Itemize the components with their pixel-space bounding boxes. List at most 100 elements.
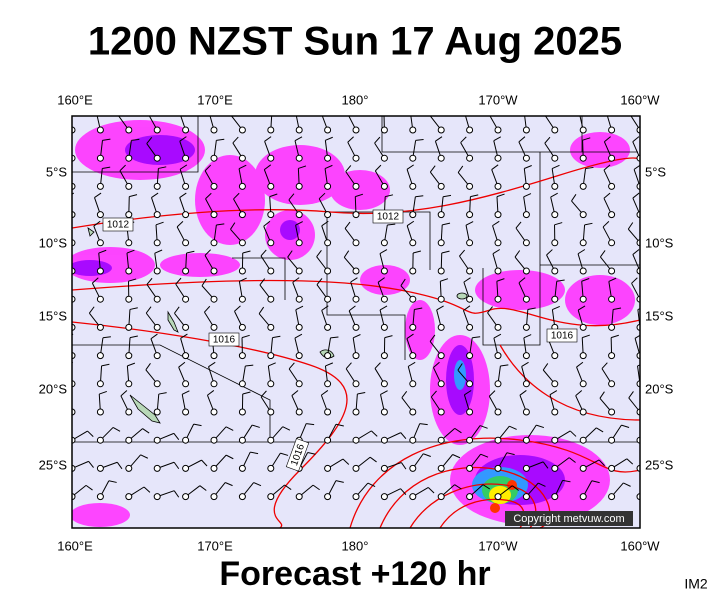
station xyxy=(380,295,388,303)
barb-flag xyxy=(178,361,186,368)
station xyxy=(267,211,275,219)
longitude-label: 160°W xyxy=(620,92,660,107)
barb-flag xyxy=(345,165,352,172)
barb-flag xyxy=(101,363,110,367)
station xyxy=(409,408,417,416)
barb-flag xyxy=(601,362,608,369)
station xyxy=(437,295,445,303)
barb-flag xyxy=(181,390,190,395)
barb-flag xyxy=(377,277,385,283)
barb-flag xyxy=(436,305,444,311)
station xyxy=(608,154,616,162)
station xyxy=(153,126,161,134)
barb-flag xyxy=(307,452,316,455)
barb-flag xyxy=(489,109,495,115)
barb-flag xyxy=(312,484,320,491)
station xyxy=(551,126,559,134)
barb-flag xyxy=(551,164,560,170)
barb-flag xyxy=(173,490,180,498)
isobar-label: 1016 xyxy=(551,331,574,342)
barb-flag xyxy=(294,333,303,339)
station xyxy=(437,408,445,416)
barb-flag xyxy=(140,454,149,459)
barb-flag xyxy=(441,250,450,254)
barb-flag xyxy=(470,194,479,198)
station xyxy=(267,295,275,303)
barb-flag xyxy=(129,194,138,198)
station xyxy=(494,239,502,247)
barb-flag xyxy=(150,333,158,340)
station xyxy=(96,295,104,303)
station xyxy=(466,323,474,331)
barb-flag xyxy=(549,390,558,396)
barb-flag xyxy=(129,307,138,310)
barb-flag xyxy=(112,426,121,432)
barb-flag xyxy=(463,277,471,283)
station xyxy=(96,493,104,501)
station xyxy=(409,323,417,331)
station xyxy=(579,267,587,275)
barb-flag xyxy=(260,249,267,257)
barb-flag xyxy=(465,109,472,113)
barb-flag xyxy=(626,458,634,465)
station xyxy=(125,323,133,331)
barb-flag xyxy=(173,461,180,470)
axis-labels: 160°E 160°E 170°E 170°E 180° 180° 170°W 170°W 16… xyxy=(39,92,674,553)
barb-flag xyxy=(199,485,207,491)
station xyxy=(238,464,246,472)
station xyxy=(409,493,417,501)
station xyxy=(608,352,616,360)
station xyxy=(579,211,587,219)
barb-flag xyxy=(480,453,489,458)
barb-flag xyxy=(492,220,500,227)
station xyxy=(238,323,246,331)
station xyxy=(494,323,502,331)
barb-flag xyxy=(408,361,416,367)
barb-flag xyxy=(94,192,102,199)
station xyxy=(466,211,474,219)
station xyxy=(125,408,133,416)
station xyxy=(466,408,474,416)
station xyxy=(324,493,332,501)
station xyxy=(96,182,104,190)
station xyxy=(324,380,332,388)
barb-flag xyxy=(151,192,159,198)
latitude-label: 5°S xyxy=(645,164,666,179)
barb-flag xyxy=(427,487,435,494)
barb-flag xyxy=(131,138,140,141)
barb-flag xyxy=(102,138,111,141)
barb-flag xyxy=(457,165,464,173)
barb-flag xyxy=(493,136,502,142)
station xyxy=(409,239,417,247)
station xyxy=(466,267,474,275)
barb-flag xyxy=(577,305,586,311)
station xyxy=(210,408,218,416)
barb-flag xyxy=(321,390,329,396)
isobar-label: 1012 xyxy=(107,220,130,231)
station xyxy=(409,436,417,444)
station xyxy=(608,464,616,472)
station xyxy=(238,239,246,247)
barb-flag xyxy=(102,166,111,169)
barb-flag xyxy=(204,164,212,172)
barb-flag xyxy=(343,250,350,258)
barb-flag xyxy=(585,166,594,170)
barb-flag xyxy=(406,333,414,340)
barb-flag xyxy=(488,390,496,397)
station xyxy=(96,408,104,416)
barb-flag xyxy=(268,362,276,367)
station xyxy=(210,267,218,275)
station xyxy=(437,211,445,219)
barb-flag xyxy=(521,361,529,367)
station xyxy=(96,211,104,219)
barb-flag xyxy=(179,192,187,199)
barb-flag xyxy=(571,194,577,202)
station xyxy=(182,239,190,247)
barb-flag xyxy=(606,108,613,112)
barb-flag xyxy=(401,391,408,399)
station xyxy=(466,182,474,190)
wind-barbs xyxy=(72,108,640,501)
latitude-label: 15°S xyxy=(39,308,68,323)
station xyxy=(466,380,474,388)
barb-flag xyxy=(599,250,606,258)
